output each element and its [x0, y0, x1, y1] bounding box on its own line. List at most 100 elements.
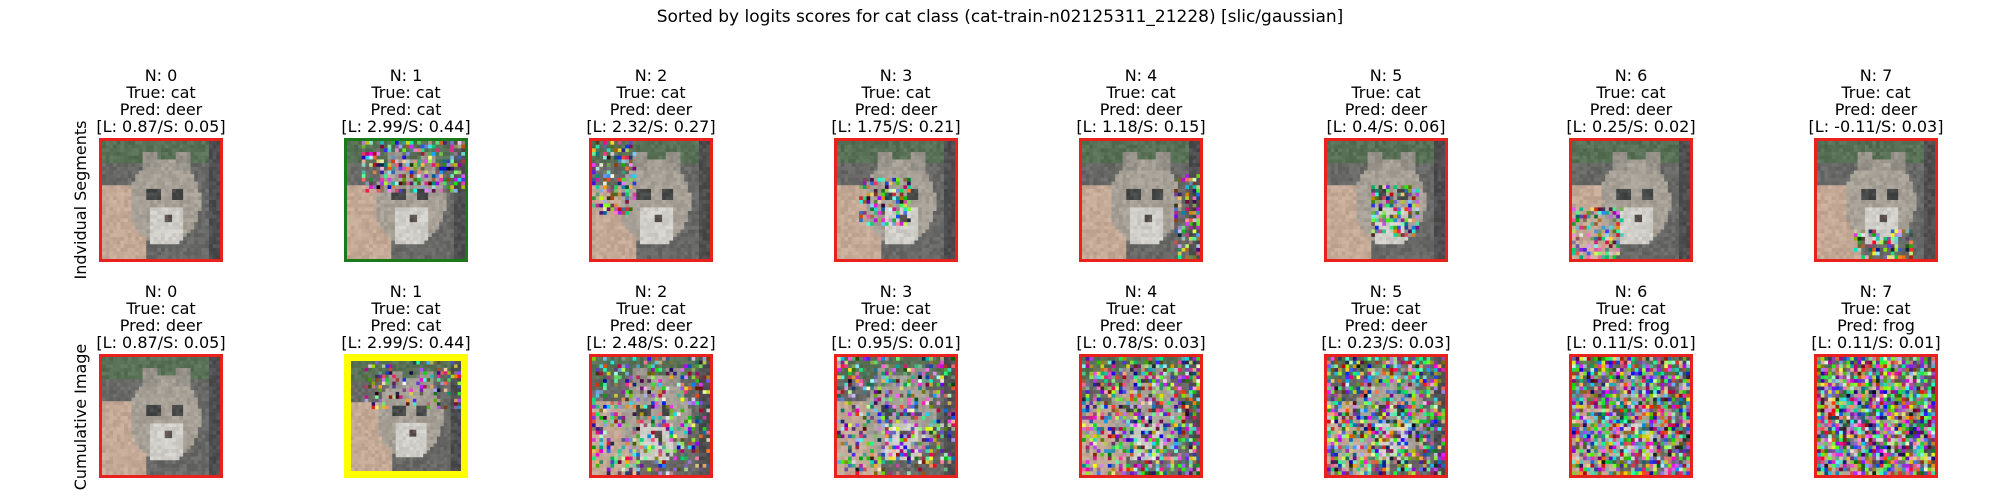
panel-n-label: N: 6	[1614, 66, 1648, 85]
cat-image-tile	[1572, 357, 1690, 475]
panel-pred-label: Pred: frog	[1592, 316, 1670, 335]
panel-score-label: [L: 2.99/S: 0.44]	[341, 333, 471, 352]
cumulative-panel-4: N: 4 True: cat Pred: deer [L: 0.78/S: 0.03]	[1021, 283, 1261, 478]
panel-n-label: N: 0	[144, 282, 178, 301]
cat-image-tile	[837, 357, 955, 475]
panel-n-label: N: 3	[879, 66, 913, 85]
panel-n-label: N: 5	[1369, 282, 1403, 301]
panel-true-label: True: cat	[1596, 299, 1666, 318]
panel-caption: N: 1 True: cat Pred: cat [L: 2.99/S: 0.44]	[286, 283, 526, 351]
image-frame-red	[1324, 354, 1448, 478]
cat-image-tile	[837, 141, 955, 259]
panel-pred-label: Pred: cat	[370, 316, 442, 335]
cat-image-tile	[102, 141, 220, 259]
image-frame-red	[1079, 354, 1203, 478]
panel-n-label: N: 7	[1859, 282, 1893, 301]
cat-image-tile	[1327, 141, 1445, 259]
panel-caption: N: 0 True: cat Pred: deer [L: 0.87/S: 0.05]	[41, 283, 281, 351]
panel-caption: N: 4 True: cat Pred: deer [L: 0.78/S: 0.03]	[1021, 283, 1261, 351]
image-frame-red	[1814, 354, 1938, 478]
segment-panel-1: N: 1 True: cat Pred: cat [L: 2.99/S: 0.44]	[286, 67, 526, 262]
panel-n-label: N: 2	[634, 66, 668, 85]
panel-true-label: True: cat	[1106, 299, 1176, 318]
panel-true-label: True: cat	[1106, 83, 1176, 102]
image-frame-green	[344, 138, 468, 262]
panel-caption: N: 7 True: cat Pred: deer [L: -0.11/S: 0.03…	[1756, 67, 1996, 135]
panel-n-label: N: 5	[1369, 66, 1403, 85]
panel-n-label: N: 0	[144, 66, 178, 85]
cat-image-tile	[347, 141, 465, 259]
image-frame-red	[1814, 138, 1938, 262]
panel-pred-label: Pred: cat	[370, 100, 442, 119]
panel-score-label: [L: 0.25/S: 0.02]	[1566, 117, 1696, 136]
image-frame-red	[834, 138, 958, 262]
panel-pred-label: Pred: deer	[119, 316, 203, 335]
panel-score-label: [L: 1.75/S: 0.21]	[831, 117, 961, 136]
panel-true-label: True: cat	[1841, 83, 1911, 102]
panel-score-label: [L: 2.99/S: 0.44]	[341, 117, 471, 136]
image-frame-red	[1079, 138, 1203, 262]
panel-true-label: True: cat	[1351, 299, 1421, 318]
cat-image-tile	[592, 141, 710, 259]
panel-n-label: N: 1	[389, 282, 423, 301]
cat-image-tile	[102, 357, 220, 475]
segment-panel-3: N: 3 True: cat Pred: deer [L: 1.75/S: 0.21]	[776, 67, 1016, 262]
panel-n-label: N: 4	[1124, 282, 1158, 301]
panel-score-label: [L: 0.87/S: 0.05]	[96, 333, 226, 352]
panel-true-label: True: cat	[126, 299, 196, 318]
cumulative-panel-7: N: 7 True: cat Pred: frog [L: 0.11/S: 0.01]	[1756, 283, 1996, 478]
panel-n-label: N: 3	[879, 282, 913, 301]
panel-n-label: N: 7	[1859, 66, 1893, 85]
panel-n-label: N: 6	[1614, 282, 1648, 301]
image-frame-red	[99, 354, 223, 478]
panel-score-label: [L: 2.32/S: 0.27]	[586, 117, 716, 136]
panel-pred-label: Pred: deer	[119, 100, 203, 119]
panel-pred-label: Pred: deer	[1099, 100, 1183, 119]
panel-true-label: True: cat	[371, 83, 441, 102]
cumulative-panel-6: N: 6 True: cat Pred: frog [L: 0.11/S: 0.01]	[1511, 283, 1751, 478]
panel-score-label: [L: 2.48/S: 0.22]	[586, 333, 716, 352]
panel-n-label: N: 1	[389, 66, 423, 85]
cat-image-tile	[1082, 357, 1200, 475]
panel-score-label: [L: 1.18/S: 0.15]	[1076, 117, 1206, 136]
panel-caption: N: 2 True: cat Pred: deer [L: 2.32/S: 0.27]	[531, 67, 771, 135]
image-frame-red	[1324, 138, 1448, 262]
panel-n-label: N: 4	[1124, 66, 1158, 85]
panel-n-label: N: 2	[634, 282, 668, 301]
panel-score-label: [L: 0.11/S: 0.01]	[1566, 333, 1696, 352]
panel-true-label: True: cat	[1596, 83, 1666, 102]
panel-true-label: True: cat	[861, 83, 931, 102]
cat-image-tile	[1817, 357, 1935, 475]
panel-true-label: True: cat	[616, 299, 686, 318]
cat-image-tile	[351, 361, 461, 471]
cumulative-panel-2: N: 2 True: cat Pred: deer [L: 2.48/S: 0.22]	[531, 283, 771, 478]
segment-panel-6: N: 6 True: cat Pred: deer [L: 0.25/S: 0.02]	[1511, 67, 1751, 262]
panel-caption: N: 1 True: cat Pred: cat [L: 2.99/S: 0.44]	[286, 67, 526, 135]
panel-caption: N: 4 True: cat Pred: deer [L: 1.18/S: 0.15]	[1021, 67, 1261, 135]
panel-score-label: [L: 0.4/S: 0.06]	[1326, 117, 1446, 136]
panel-true-label: True: cat	[1351, 83, 1421, 102]
segment-panel-7: N: 7 True: cat Pred: deer [L: -0.11/S: 0.03…	[1756, 67, 1996, 262]
panel-true-label: True: cat	[371, 299, 441, 318]
panel-pred-label: Pred: deer	[609, 316, 693, 335]
panel-caption: N: 7 True: cat Pred: frog [L: 0.11/S: 0.01]	[1756, 283, 1996, 351]
panel-pred-label: Pred: deer	[854, 316, 938, 335]
panel-score-label: [L: 0.23/S: 0.03]	[1321, 333, 1451, 352]
panel-pred-label: Pred: deer	[609, 100, 693, 119]
panel-pred-label: Pred: deer	[1834, 100, 1918, 119]
panel-true-label: True: cat	[126, 83, 196, 102]
panel-true-label: True: cat	[616, 83, 686, 102]
cat-image-tile	[1572, 141, 1690, 259]
image-frame-red	[1569, 138, 1693, 262]
segment-panel-2: N: 2 True: cat Pred: deer [L: 2.32/S: 0.27]	[531, 67, 771, 262]
panel-caption: N: 5 True: cat Pred: deer [L: 0.4/S: 0.06]	[1266, 67, 1506, 135]
panel-true-label: True: cat	[1841, 299, 1911, 318]
figure-title: Sorted by logits scores for cat class (c…	[656, 7, 1344, 27]
panel-pred-label: Pred: deer	[1589, 100, 1673, 119]
panel-caption: N: 3 True: cat Pred: deer [L: 0.95/S: 0.01]	[776, 283, 1016, 351]
image-frame-red	[1569, 354, 1693, 478]
panel-true-label: True: cat	[861, 299, 931, 318]
image-frame-red	[589, 354, 713, 478]
panel-score-label: [L: 0.87/S: 0.05]	[96, 117, 226, 136]
cumulative-panel-3: N: 3 True: cat Pred: deer [L: 0.95/S: 0.01]	[776, 283, 1016, 478]
